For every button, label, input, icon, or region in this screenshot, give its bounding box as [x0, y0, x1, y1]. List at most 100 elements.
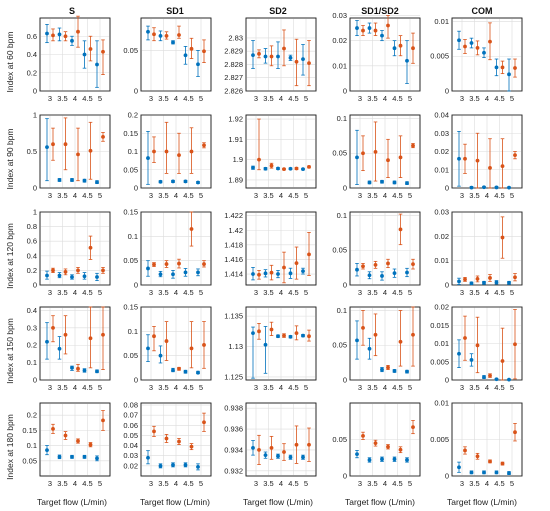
data-point: [513, 342, 517, 347]
y-tick-label: 0.05: [332, 149, 347, 158]
data-point: [469, 281, 474, 286]
plot-frame: [39, 114, 111, 189]
data-point: [82, 454, 87, 459]
data-point: [76, 268, 80, 273]
data-point: [158, 33, 163, 38]
x-tick-label: 5: [98, 479, 102, 488]
data-point: [263, 166, 268, 171]
x-tick-label: 3: [48, 479, 52, 488]
data-point: [51, 325, 55, 330]
data-point: [392, 46, 397, 51]
data-point: [475, 158, 480, 163]
data-point: [307, 334, 311, 339]
y-tick-label: 0: [343, 472, 347, 481]
y-tick-label: 0.015: [430, 321, 449, 330]
x-tick-label: 4.5: [494, 191, 504, 200]
data-point: [513, 430, 517, 435]
column-title: S: [69, 6, 75, 16]
x-tick-label: 5: [304, 288, 308, 297]
x-tick-label: 5: [199, 383, 203, 392]
plot-frame: [140, 114, 212, 189]
x-tick-label: 4: [383, 479, 387, 488]
x-tick-label: 3: [48, 94, 52, 103]
data-point: [367, 180, 372, 185]
x-tick-label: 4: [279, 94, 283, 103]
panel: 3 3.5 4 4.5 5 0 0.005 0.01: [430, 17, 523, 103]
data-point: [189, 346, 194, 351]
data-point: [282, 333, 286, 338]
data-point: [367, 26, 372, 30]
data-point: [361, 433, 365, 438]
x-tick-label: 5: [304, 383, 308, 392]
panel: 3 3.5 4 4.5 5 0 0.05 0.1: [332, 211, 421, 297]
panel: 3 3.5 4 4.5 5 1.89 1.9 1.91 1.92: [228, 114, 317, 200]
plot-frame: [245, 114, 317, 189]
plot-frame: [140, 17, 212, 92]
data-point: [57, 178, 62, 182]
data-point: [269, 445, 274, 450]
x-tick-label: 3.5: [469, 94, 479, 103]
plot-frame: [349, 211, 421, 286]
data-point: [411, 46, 415, 51]
data-point: [355, 338, 359, 343]
y-tick-label: 0.01: [434, 256, 449, 265]
data-point: [70, 178, 74, 182]
data-point: [355, 26, 359, 30]
y-tick-label: 1.92: [228, 115, 243, 124]
data-point: [482, 50, 486, 55]
data-point: [367, 273, 372, 278]
x-tick-label: 3.5: [57, 383, 67, 392]
data-point: [95, 456, 99, 461]
data-point: [307, 252, 311, 257]
data-point: [507, 377, 511, 382]
data-point: [513, 275, 517, 280]
data-point: [361, 264, 365, 269]
data-point: [380, 367, 384, 372]
data-point: [494, 377, 499, 382]
data-point: [196, 370, 200, 375]
x-tick-label: 4: [73, 94, 77, 103]
y-tick-label: 0.03: [434, 129, 449, 138]
data-point: [164, 339, 169, 343]
y-tick-label: 0.03: [434, 208, 449, 217]
y-tick-label: 0.05: [22, 456, 37, 465]
y-tick-label: 0.02: [434, 147, 449, 156]
data-point: [294, 442, 299, 447]
plot-frame: [451, 17, 523, 92]
data-point: [373, 262, 378, 267]
data-point: [257, 157, 261, 162]
data-point: [196, 180, 200, 185]
x-tick-label: 3.5: [57, 288, 67, 297]
x-tick-label: 3: [460, 288, 464, 297]
panel: 3 3.5 4 4.5 5 0 0.005 0.01 0.015 0.02: [430, 303, 523, 392]
y-tick-label: 0: [343, 281, 347, 290]
x-tick-label: 4: [485, 479, 489, 488]
data-point: [469, 470, 474, 475]
panel: 3 3.5 4 4.5 5 0.932 0.934 0.936 0.938: [224, 402, 317, 488]
data-point: [196, 464, 200, 469]
x-tick-label: 3: [149, 479, 153, 488]
x-tick-label: 3: [149, 383, 153, 392]
data-point: [405, 181, 409, 186]
data-point: [251, 331, 255, 336]
y-tick-label: 0.934: [224, 445, 243, 454]
y-tick-label: 0.2: [27, 68, 37, 77]
data-point: [70, 454, 74, 459]
y-tick-label: 0.4: [27, 251, 37, 260]
data-point: [282, 450, 286, 454]
data-point: [500, 359, 505, 363]
data-point: [355, 267, 359, 272]
y-tick-label: 0.05: [332, 341, 347, 350]
y-tick-label: 0: [134, 87, 138, 96]
x-tick-label: 3.5: [263, 94, 273, 103]
x-tick-label: 5: [408, 288, 412, 297]
x-tick-label: 3: [254, 191, 258, 200]
data-point: [269, 270, 274, 275]
data-point: [361, 28, 365, 33]
x-tick-label: 3.5: [367, 94, 377, 103]
x-tick-label: 4.5: [494, 479, 504, 488]
data-point: [398, 339, 403, 344]
y-tick-label: 0.01: [434, 339, 449, 348]
data-point: [301, 455, 305, 460]
panel: 3 3.5 4 4.5 5 0 0.05: [332, 402, 421, 488]
